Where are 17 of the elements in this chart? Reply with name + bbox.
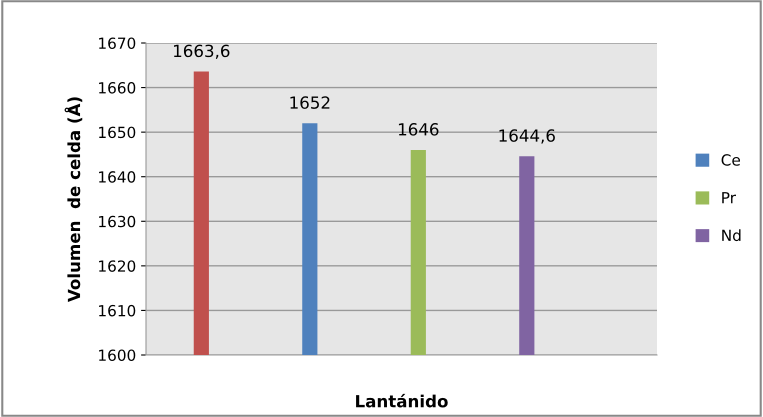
y-tick-label: 1640	[99, 171, 136, 183]
x-axis-title: Lantánido	[356, 394, 448, 408]
y-tick-label: 1610	[99, 304, 136, 316]
y-axis-title: Volumen de celda (Å)	[64, 97, 82, 302]
data-label: 1652	[290, 96, 330, 109]
y-tick-label: 1600	[99, 349, 136, 362]
data-label: 1644,6	[499, 129, 555, 144]
y-tick-label: 1660	[99, 82, 136, 94]
data-label: 1646	[398, 123, 438, 136]
y-tick-label: 1650	[99, 126, 136, 138]
legend-label: Pr	[722, 192, 736, 204]
y-tick-label: 1630	[99, 216, 136, 228]
data-label: 1663,6	[174, 44, 230, 59]
y-tick-label: 1620	[99, 260, 136, 272]
legend-label: Ce	[722, 154, 740, 166]
y-tick-label: 1670	[99, 37, 136, 50]
legend-label: Nd	[722, 229, 740, 242]
